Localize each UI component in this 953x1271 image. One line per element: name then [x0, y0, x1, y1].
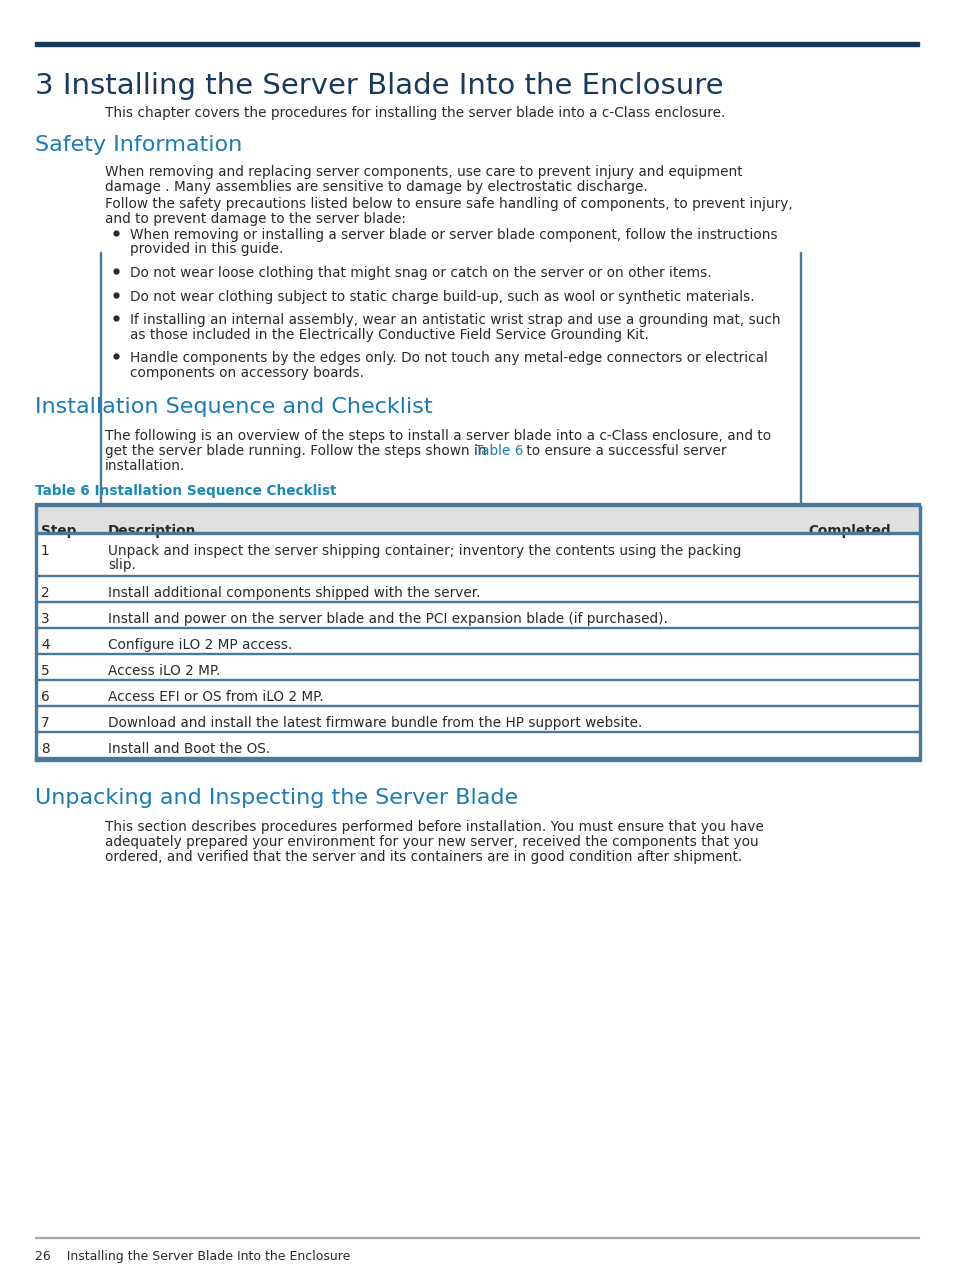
- Text: 1: 1: [41, 544, 50, 558]
- Text: 5: 5: [41, 663, 50, 677]
- Bar: [35, 600, 919, 602]
- Bar: [35, 627, 919, 628]
- Bar: [35, 679, 919, 680]
- Bar: [35, 42, 918, 46]
- Text: Handle components by the edges only. Do not touch any metal-edge connectors or e: Handle components by the edges only. Do …: [130, 351, 767, 365]
- Bar: [35, 680, 919, 705]
- Bar: [800, 252, 801, 506]
- Text: 2: 2: [41, 586, 50, 600]
- Bar: [35, 732, 919, 758]
- Text: provided in this guide.: provided in this guide.: [130, 243, 283, 257]
- Text: installation.: installation.: [105, 459, 185, 473]
- Bar: [35, 628, 919, 655]
- Text: Download and install the latest firmware bundle from the HP support website.: Download and install the latest firmware…: [108, 716, 641, 730]
- Text: Follow the safety precautions listed below to ensure safe handling of components: Follow the safety precautions listed bel…: [105, 197, 792, 211]
- Text: 6: 6: [41, 690, 50, 704]
- Text: When removing or installing a server blade or server blade component, follow the: When removing or installing a server bla…: [130, 228, 777, 241]
- Text: Unpack and inspect the server shipping container; inventory the contents using t: Unpack and inspect the server shipping c…: [108, 544, 740, 558]
- Text: get the server blade running. Follow the steps shown in: get the server blade running. Follow the…: [105, 444, 491, 458]
- Text: adequately prepared your environment for your new server, received the component: adequately prepared your environment for…: [105, 835, 758, 849]
- Text: The following is an overview of the steps to install a server blade into a c-Cla: The following is an overview of the step…: [105, 430, 770, 444]
- Bar: [35, 758, 919, 761]
- Bar: [35, 705, 919, 732]
- Text: Completed: Completed: [807, 524, 890, 538]
- Text: and to prevent damage to the server blade:: and to prevent damage to the server blad…: [105, 212, 406, 226]
- Text: Access iLO 2 MP.: Access iLO 2 MP.: [108, 663, 220, 677]
- Text: 8: 8: [41, 742, 50, 756]
- Text: If installing an internal assembly, wear an antistatic wrist strap and use a gro: If installing an internal assembly, wear…: [130, 313, 780, 327]
- Text: ordered, and verified that the server and its containers are in good condition a: ordered, and verified that the server an…: [105, 850, 741, 864]
- Text: to ensure a successful server: to ensure a successful server: [521, 444, 726, 458]
- Text: 26    Installing the Server Blade Into the Enclosure: 26 Installing the Server Blade Into the …: [35, 1249, 350, 1263]
- Text: components on accessory boards.: components on accessory boards.: [130, 366, 364, 380]
- Text: 3 Installing the Server Blade Into the Enclosure: 3 Installing the Server Blade Into the E…: [35, 72, 722, 100]
- Text: as those included in the Electrically Conductive Field Service Grounding Kit.: as those included in the Electrically Co…: [130, 328, 648, 342]
- Bar: [35, 531, 919, 534]
- Bar: [35, 534, 919, 576]
- Bar: [35, 576, 919, 602]
- Text: This chapter covers the procedures for installing the server blade into a c-Clas: This chapter covers the procedures for i…: [105, 105, 724, 119]
- Text: Configure iLO 2 MP access.: Configure iLO 2 MP access.: [108, 638, 292, 652]
- Text: Unpacking and Inspecting the Server Blade: Unpacking and Inspecting the Server Blad…: [35, 788, 517, 808]
- Bar: [35, 602, 919, 628]
- Text: 3: 3: [41, 613, 50, 627]
- Text: When removing and replacing server components, use care to prevent injury and eq: When removing and replacing server compo…: [105, 165, 741, 179]
- Bar: [35, 503, 919, 506]
- Bar: [35, 505, 919, 534]
- Text: Installation Sequence and Checklist: Installation Sequence and Checklist: [35, 397, 432, 417]
- Text: 7: 7: [41, 716, 50, 730]
- Bar: [35, 704, 919, 705]
- Bar: [35, 655, 919, 680]
- Text: Access EFI or OS from iLO 2 MP.: Access EFI or OS from iLO 2 MP.: [108, 690, 323, 704]
- Bar: [35, 506, 37, 761]
- Bar: [35, 574, 919, 576]
- Text: Install and Boot the OS.: Install and Boot the OS.: [108, 742, 270, 756]
- Text: Step: Step: [41, 524, 76, 538]
- Bar: [35, 731, 919, 732]
- Text: Install and power on the server blade and the PCI expansion blade (if purchased): Install and power on the server blade an…: [108, 613, 667, 627]
- Text: Do not wear loose clothing that might snag or catch on the server or on other it: Do not wear loose clothing that might sn…: [130, 266, 711, 280]
- Text: Install additional components shipped with the server.: Install additional components shipped wi…: [108, 586, 480, 600]
- Text: Safety Information: Safety Information: [35, 135, 242, 155]
- Text: slip.: slip.: [108, 558, 135, 572]
- Text: 4: 4: [41, 638, 50, 652]
- Bar: [918, 506, 920, 761]
- Bar: [100, 252, 101, 506]
- Bar: [35, 652, 919, 655]
- Text: This section describes procedures performed before installation. You must ensure: This section describes procedures perfor…: [105, 820, 763, 834]
- Text: Table 6 Installation Sequence Checklist: Table 6 Installation Sequence Checklist: [35, 484, 336, 498]
- Text: Table 6: Table 6: [475, 444, 523, 458]
- Text: damage . Many assemblies are sensitive to damage by electrostatic discharge.: damage . Many assemblies are sensitive t…: [105, 180, 647, 194]
- Text: Do not wear clothing subject to static charge build-up, such as wool or syntheti: Do not wear clothing subject to static c…: [130, 290, 754, 304]
- Bar: [35, 756, 919, 758]
- Text: Description: Description: [108, 524, 196, 538]
